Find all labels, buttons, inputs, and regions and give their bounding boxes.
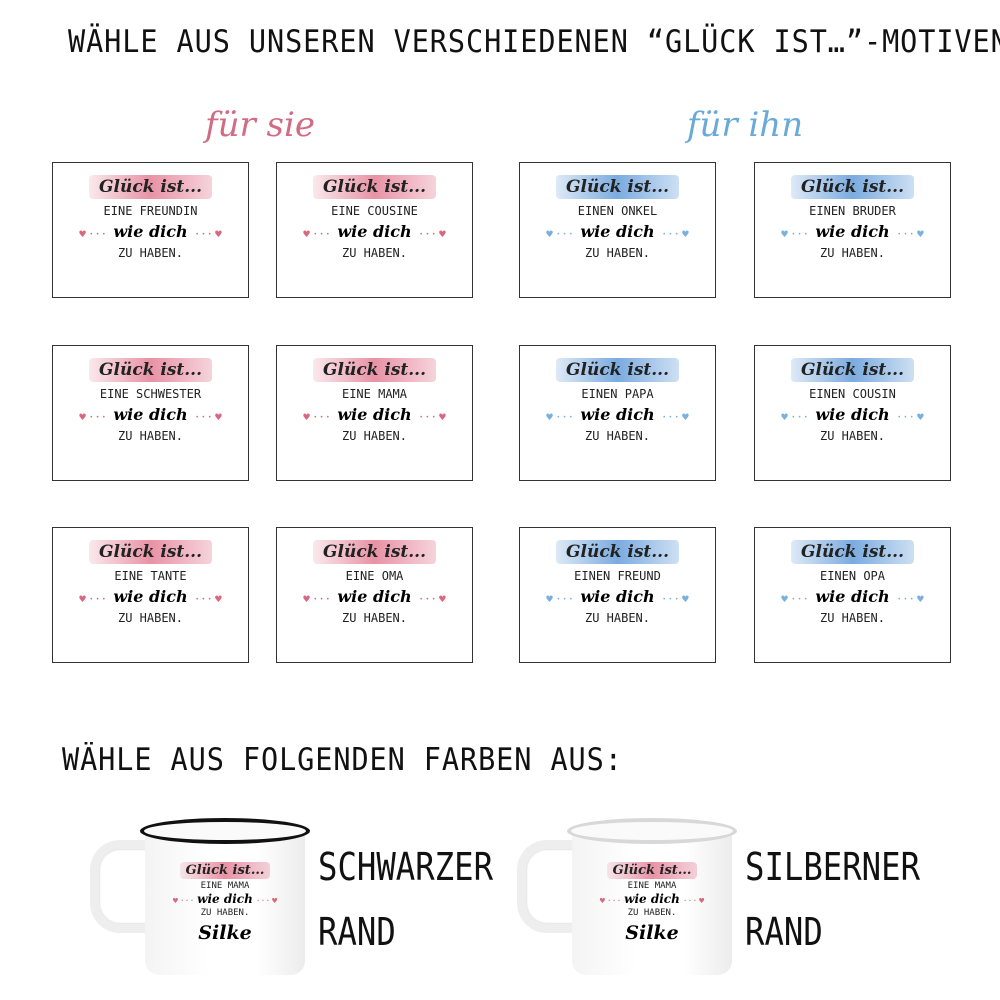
card-heading: Glück ist... [179, 862, 271, 879]
motif-card: Glück ist... EINEN ONKEL wie dich ZU HABEN. [519, 162, 716, 298]
card-relation: EINE COUSINE [331, 204, 418, 218]
mug-handle [90, 840, 149, 933]
card-ending: ZU HABEN. [200, 908, 250, 918]
card-ending: ZU HABEN. [117, 429, 184, 443]
card-relation: EINEN COUSIN [809, 387, 896, 401]
card-heading: Glück ist... [555, 540, 680, 564]
group-label: für sie [205, 105, 315, 145]
color-label: RAND [318, 910, 396, 954]
motif-card: Glück ist... EINE SCHWESTER wie dich ZU HAB… [52, 345, 249, 481]
card-heading: Glück ist... [88, 175, 213, 199]
card-ending: ZU HABEN. [117, 611, 184, 625]
card-middle: wie dich [277, 587, 472, 606]
group-label: für ihn [686, 105, 804, 145]
mug: Glück ist... EINE MAMAwie dich ZU HABEN. Si… [572, 830, 732, 975]
page-title: WÄHLE AUS UNSEREN VERSCHIEDENEN “GLÜCK I… [68, 24, 1000, 60]
color-label: RAND [745, 910, 823, 954]
card-middle: wie dich [53, 587, 248, 606]
card-relation: EINE SCHWESTER [99, 387, 202, 401]
card-heading: Glück ist... [790, 358, 915, 382]
motif-card: Glück ist... EINEN OPA wie dich ZU HABEN. [754, 527, 951, 663]
motif-card: Glück ist... EINEN FREUND wie dich ZU HABEN… [519, 527, 716, 663]
card-relation: EINEN FREUND [574, 569, 661, 583]
card-heading: Glück ist... [555, 358, 680, 382]
card-relation: EINE TANTE [114, 569, 187, 583]
motif-card: Glück ist... EINE OMA wie dich ZU HABEN. [276, 527, 473, 663]
card-ending: ZU HABEN. [584, 611, 651, 625]
card-ending: ZU HABEN. [819, 611, 886, 625]
card-heading: Glück ist... [790, 540, 915, 564]
card-middle: wie dich [755, 222, 950, 241]
card-middle: wie dich [572, 892, 732, 906]
motif-card: Glück ist... EINEN PAPA wie dich ZU HABEN. [519, 345, 716, 481]
card-heading: Glück ist... [312, 540, 437, 564]
card-ending: ZU HABEN. [819, 429, 886, 443]
card-middle: wie dich [755, 587, 950, 606]
card-middle: wie dich [277, 405, 472, 424]
mug-rim [140, 818, 310, 844]
motif-card: Glück ist... EINE COUSINE wie dich ZU HABEN… [276, 162, 473, 298]
card-middle: wie dich [53, 222, 248, 241]
card-middle: wie dich [53, 405, 248, 424]
card-heading: Glück ist... [606, 862, 698, 879]
card-heading: Glück ist... [790, 175, 915, 199]
card-relation: EINE MAMA [627, 881, 677, 891]
mug: Glück ist... EINE MAMAwie dich ZU HABEN. Si… [145, 830, 305, 975]
mug-handle [517, 840, 576, 933]
card-middle: wie dich [520, 587, 715, 606]
card-ending: ZU HABEN. [584, 429, 651, 443]
card-heading: Glück ist... [88, 358, 213, 382]
card-relation: EINEN PAPA [581, 387, 654, 401]
card-middle: wie dich [520, 405, 715, 424]
card-relation: EINE FREUNDIN [103, 204, 198, 218]
card-relation: EINE MAMA [200, 881, 250, 891]
card-heading: Glück ist... [88, 540, 213, 564]
card-middle: wie dich [755, 405, 950, 424]
card-middle: wie dich [145, 892, 305, 906]
card-relation: EINEN ONKEL [577, 204, 658, 218]
section-title: WÄHLE AUS FOLGENDEN FARBEN AUS: [62, 742, 623, 778]
card-heading: Glück ist... [312, 358, 437, 382]
mug-name: Silke [198, 922, 252, 944]
card-ending: ZU HABEN. [341, 611, 408, 625]
motif-card: Glück ist... EINE FREUNDIN wie dich ZU HABE… [52, 162, 249, 298]
card-ending: ZU HABEN. [341, 429, 408, 443]
card-heading: Glück ist... [555, 175, 680, 199]
motif-card: Glück ist... EINEN BRUDER wie dich ZU HABEN… [754, 162, 951, 298]
card-ending: ZU HABEN. [341, 246, 408, 260]
card-ending: ZU HABEN. [584, 246, 651, 260]
card-middle: wie dich [277, 222, 472, 241]
card-relation: EINEN BRUDER [809, 204, 896, 218]
card-ending: ZU HABEN. [627, 908, 677, 918]
card-relation: EINE MAMA [341, 387, 408, 401]
card-heading: Glück ist... [312, 175, 437, 199]
card-relation: EINE OMA [345, 569, 404, 583]
motif-card: Glück ist... EINE MAMA wie dich ZU HABEN. [276, 345, 473, 481]
motif-card: Glück ist... EINE TANTE wie dich ZU HABEN. [52, 527, 249, 663]
mug-name: Silke [625, 922, 679, 944]
mug-rim [567, 818, 737, 844]
card-middle: wie dich [520, 222, 715, 241]
motif-card: Glück ist... EINEN COUSIN wie dich ZU HABEN… [754, 345, 951, 481]
color-label: SILBERNER [745, 845, 921, 889]
color-label: SCHWARZER [318, 845, 494, 889]
card-relation: EINEN OPA [819, 569, 886, 583]
card-ending: ZU HABEN. [819, 246, 886, 260]
card-ending: ZU HABEN. [117, 246, 184, 260]
